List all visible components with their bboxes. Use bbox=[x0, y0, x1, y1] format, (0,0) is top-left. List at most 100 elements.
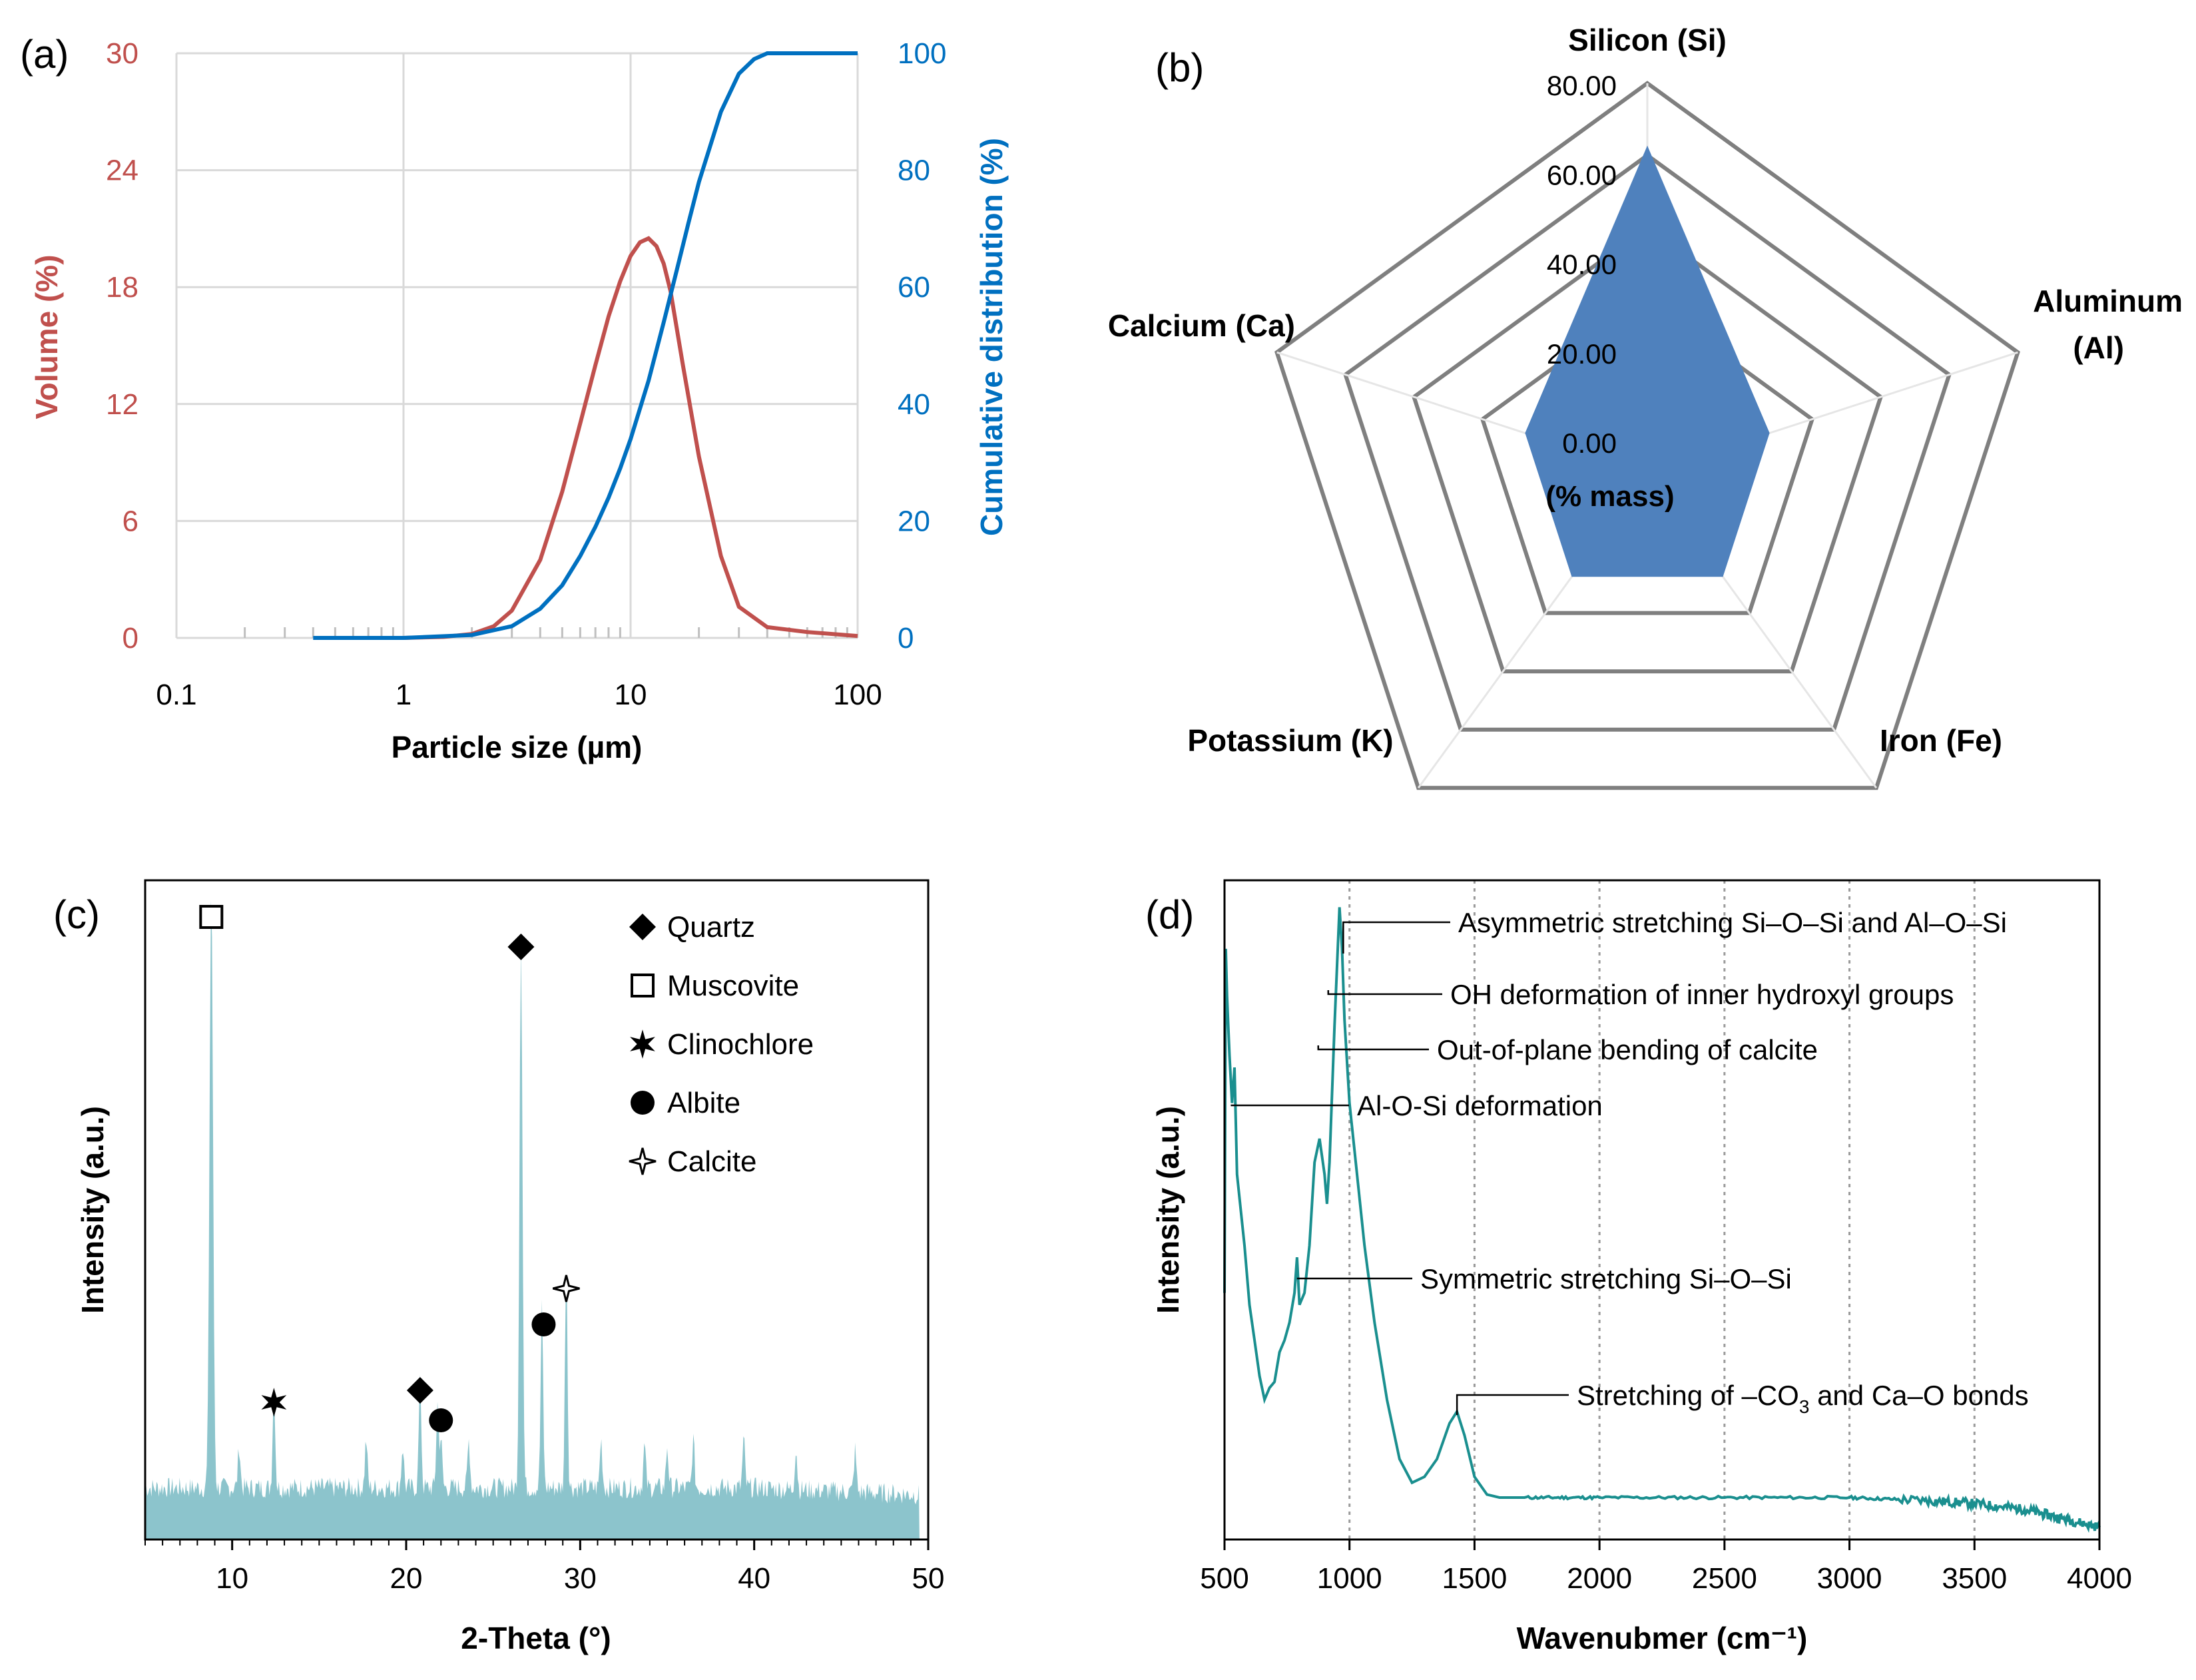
annotation-text-tail: and Ca–O bonds bbox=[1809, 1380, 2028, 1411]
x-tick-label: 0.1 bbox=[156, 679, 196, 711]
legend-c: Quartz Muscovite Clinochlore Albite Calcite bbox=[629, 911, 814, 1178]
radar-scale-label: 40.00 bbox=[1547, 249, 1617, 280]
annotation-text: Al-O-Si deformation bbox=[1357, 1090, 1603, 1121]
radar-scale-label: 20.00 bbox=[1547, 338, 1617, 370]
category-label-fe: Iron (Fe) bbox=[1880, 723, 2002, 758]
legend-label: Calcite bbox=[667, 1145, 757, 1178]
vertical-guides-d bbox=[1348, 880, 1976, 1540]
legend-symbol-calcite bbox=[629, 1147, 657, 1175]
x-ticks-c: 10 20 30 40 50 bbox=[144, 1540, 945, 1595]
annotation-text: Stretching of –CO3 and Ca–O bonds bbox=[1577, 1380, 2029, 1417]
x-axis-label-d: Wavenubmer (cm⁻¹) bbox=[1517, 1621, 1808, 1655]
category-label-al-1: Aluminum bbox=[2033, 284, 2183, 318]
y-right-tick-label: 60 bbox=[898, 271, 930, 304]
band-annotation: Asymmetric stretching Si–O–Si and Al–O–S… bbox=[1342, 907, 2007, 954]
x-tick-label: 10 bbox=[615, 679, 647, 711]
y-left-tick-labels-a: 0 6 12 18 24 30 bbox=[106, 37, 138, 655]
y-left-tick-label: 18 bbox=[106, 271, 138, 304]
marker-quartz bbox=[507, 934, 535, 960]
y-left-tick-label: 6 bbox=[123, 505, 138, 537]
panel-label-a: (a) bbox=[20, 32, 69, 77]
legend-label: Muscovite bbox=[667, 970, 799, 1002]
category-label-al-2: (Al) bbox=[2073, 330, 2124, 365]
x-tick-label: 1000 bbox=[1317, 1562, 1382, 1595]
x-tick-label: 3500 bbox=[1942, 1562, 2007, 1595]
legend-label: Clinochlore bbox=[667, 1028, 814, 1061]
y-left-axis-label-a: Volume (%) bbox=[29, 254, 64, 419]
category-label-k: Potassium (K) bbox=[1187, 723, 1393, 758]
x-tick-label: 4000 bbox=[2067, 1562, 2132, 1595]
radar-ring bbox=[1274, 81, 2020, 790]
y-axis-label-d: Intensity (a.u.) bbox=[1151, 1106, 1185, 1314]
marker-muscovite bbox=[199, 905, 224, 929]
y-axis-label-c: Intensity (a.u.) bbox=[75, 1106, 110, 1314]
x-tick-label: 1 bbox=[396, 679, 412, 711]
ftir-spectrum-line bbox=[1223, 907, 2101, 1534]
radar-rings bbox=[1274, 81, 2020, 790]
y-right-tick-labels-a: 0 20 40 60 80 100 bbox=[898, 37, 946, 655]
marker-albite bbox=[429, 1408, 453, 1432]
x-tick-label: 100 bbox=[833, 679, 882, 711]
panel-a: (a) 0.1 1 10 100 0 6 12 18 24 30 0 20 40 60 80 100 Pa… bbox=[20, 32, 1009, 764]
radar-scale-label: 60.00 bbox=[1547, 159, 1617, 190]
y-right-tick-label: 40 bbox=[898, 388, 930, 421]
annotation-text-main: OH deformation of inner hydroxyl groups bbox=[1450, 979, 1954, 1010]
category-label-si: Silicon (Si) bbox=[1568, 23, 1727, 57]
volume-series-line bbox=[403, 236, 858, 640]
annotation-subscript: 3 bbox=[1799, 1396, 1810, 1417]
x-tick-label: 50 bbox=[912, 1562, 945, 1595]
annotation-text-main: Out-of-plane bending of calcite bbox=[1437, 1034, 1818, 1065]
plot-frame-d bbox=[1223, 879, 2101, 1541]
y-right-tick-label: 0 bbox=[898, 622, 914, 655]
legend-label: Albite bbox=[667, 1087, 740, 1119]
x-ticks-d: 500 1000 1500 2000 2500 3000 3500 4000 bbox=[1200, 1540, 2132, 1595]
radar-scale-label: 0.00 bbox=[1562, 427, 1617, 459]
xrd-pattern-area bbox=[145, 900, 920, 1540]
y-left-tick-label: 24 bbox=[106, 154, 138, 187]
radar-scale-labels: 0.00 20.00 40.00 60.00 80.00 bbox=[1547, 70, 1617, 459]
x-tick-label: 2000 bbox=[1567, 1562, 1632, 1595]
band-annotation: OH deformation of inner hydroxyl groups bbox=[1327, 979, 1954, 1010]
panel-label-d: (d) bbox=[1145, 892, 1194, 937]
panel-label-b: (b) bbox=[1155, 45, 1204, 90]
legend-label: Quartz bbox=[667, 911, 755, 944]
x-tick-label: 1500 bbox=[1442, 1562, 1507, 1595]
annotation-text: Symmetric stretching Si–O–Si bbox=[1420, 1263, 1792, 1294]
radar-ring bbox=[1343, 152, 1952, 732]
category-label-ca: Calcium (Ca) bbox=[1108, 308, 1295, 343]
x-axis-label-a: Particle size (µm) bbox=[392, 730, 643, 764]
x-tick-label: 40 bbox=[738, 1562, 770, 1595]
panel-c: (c) 10 20 30 40 50 Quartz Muscovite Clinochlor… bbox=[53, 879, 945, 1655]
annotation-text-main: Symmetric stretching Si–O–Si bbox=[1420, 1263, 1792, 1294]
annotation-text: OH deformation of inner hydroxyl groups bbox=[1450, 979, 1954, 1010]
radar-scale-label: 80.00 bbox=[1547, 70, 1617, 101]
band-annotation: Stretching of –CO3 and Ca–O bonds bbox=[1456, 1380, 2029, 1417]
legend-symbol-clinochlore bbox=[630, 1029, 655, 1059]
marker-calcite bbox=[553, 1274, 580, 1302]
x-tick-label: 500 bbox=[1200, 1562, 1248, 1595]
marker-albite bbox=[531, 1312, 556, 1336]
panel-b: (b) 0.00 20.00 40.00 60.00 80.00 (% mass) Si… bbox=[1108, 23, 2183, 790]
y-right-tick-label: 80 bbox=[898, 154, 930, 187]
annotation-text: Asymmetric stretching Si–O–Si and Al–O–S… bbox=[1458, 907, 2007, 938]
panel-d: (d) 500 1000 1500 2000 2500 3000 3500 4000 Asym… bbox=[1145, 879, 2132, 1655]
radar-data-area bbox=[1525, 145, 1770, 577]
phase-markers bbox=[199, 905, 580, 1432]
x-tick-label: 30 bbox=[564, 1562, 597, 1595]
marker-clinochlore bbox=[261, 1388, 287, 1417]
radar-unit-label: (% mass) bbox=[1545, 480, 1674, 513]
band-annotations: Asymmetric stretching Si–O–Si and Al–O–S… bbox=[1231, 907, 2029, 1417]
x-tick-labels-a: 0.1 1 10 100 bbox=[156, 679, 882, 711]
marker-quartz bbox=[406, 1377, 433, 1404]
y-left-tick-label: 0 bbox=[123, 622, 138, 655]
y-right-axis-label-a: Cumulative distribution (%) bbox=[974, 138, 1009, 536]
x-tick-label: 20 bbox=[390, 1562, 423, 1595]
band-annotation: Symmetric stretching Si–O–Si bbox=[1296, 1263, 1792, 1294]
y-left-tick-label: 12 bbox=[106, 388, 138, 421]
annotation-text: Out-of-plane bending of calcite bbox=[1437, 1034, 1818, 1065]
radar-ring bbox=[1411, 224, 1884, 674]
y-right-tick-label: 100 bbox=[898, 37, 946, 70]
x-axis-label-c: 2-Theta (°) bbox=[461, 1621, 611, 1655]
x-tick-label: 2500 bbox=[1692, 1562, 1757, 1595]
